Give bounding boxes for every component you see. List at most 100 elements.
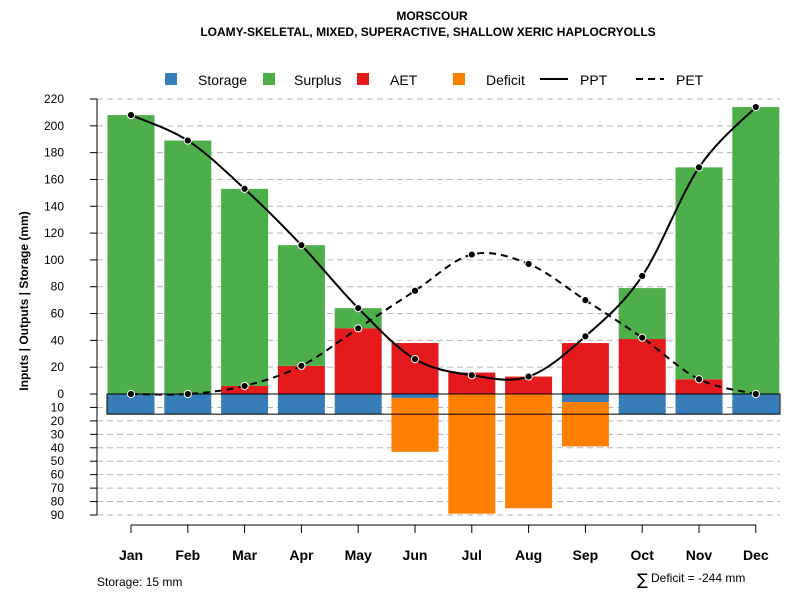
surplus-bar bbox=[618, 288, 666, 340]
y-tick-label: 200 bbox=[44, 119, 64, 133]
ppt-point bbox=[126, 110, 136, 120]
storage-bar bbox=[391, 394, 439, 399]
storage-bar bbox=[164, 394, 212, 415]
x-tick-label: Feb bbox=[175, 547, 200, 563]
legend-label-ppt: PPT bbox=[580, 72, 608, 88]
deficit-bar bbox=[505, 394, 553, 509]
x-tick-label: Sep bbox=[573, 547, 599, 563]
deficit-bar bbox=[448, 394, 496, 514]
y-tick-label: 70 bbox=[51, 481, 65, 495]
pet-point bbox=[126, 389, 136, 399]
storage-note: Storage: 15 mm bbox=[97, 575, 182, 589]
aet-bar bbox=[505, 376, 553, 394]
legend-swatch-surplus bbox=[263, 73, 275, 85]
pet-point bbox=[354, 324, 363, 333]
y-tick-label: 40 bbox=[51, 441, 65, 455]
pet-point bbox=[183, 389, 192, 399]
ppt-point bbox=[524, 372, 533, 381]
y-tick-label: 120 bbox=[44, 226, 64, 240]
aet-bar bbox=[334, 328, 382, 394]
x-tick-label: Apr bbox=[289, 547, 314, 563]
lines bbox=[126, 102, 760, 399]
y-tick-label: 10 bbox=[51, 400, 65, 414]
y-tick-label: 90 bbox=[51, 508, 65, 522]
storage-bar bbox=[334, 394, 382, 415]
pet-point bbox=[410, 286, 420, 295]
pet-point bbox=[297, 361, 306, 370]
pet-point bbox=[240, 381, 249, 391]
storage-bar bbox=[675, 394, 723, 415]
x-tick-label: Oct bbox=[631, 547, 655, 563]
surplus-bar bbox=[732, 107, 780, 394]
y-tick-label: 20 bbox=[51, 414, 65, 428]
y-tick-label: 80 bbox=[51, 495, 65, 509]
aet-bar bbox=[675, 379, 723, 394]
y-tick-label: 220 bbox=[44, 92, 64, 106]
ppt-point bbox=[183, 136, 192, 145]
y-axis-title: Inputs | Outputs | Storage (mm) bbox=[17, 211, 31, 390]
surplus-bar bbox=[221, 188, 269, 386]
pet-point bbox=[751, 389, 760, 399]
aet-bar bbox=[391, 343, 439, 394]
x-tick-label: Jan bbox=[119, 547, 143, 563]
storage-bar bbox=[561, 394, 609, 403]
x-tick-label: Mar bbox=[232, 547, 257, 563]
x-tick-label: Aug bbox=[515, 547, 542, 563]
ppt-point bbox=[297, 241, 306, 250]
storage-capacity-box bbox=[106, 393, 781, 415]
ppt-point bbox=[354, 304, 363, 313]
surplus-bar bbox=[334, 308, 382, 329]
y-tick-label: 0 bbox=[57, 387, 64, 401]
x-tick-label: Jul bbox=[462, 547, 482, 563]
deficit-bar bbox=[561, 402, 609, 447]
surplus-bar bbox=[277, 245, 325, 366]
surplus-bar bbox=[675, 167, 723, 380]
storage-box bbox=[106, 393, 781, 415]
aet-bar bbox=[561, 343, 609, 394]
y-tick-label: 140 bbox=[44, 199, 64, 213]
legend-label-surplus: Surplus bbox=[294, 72, 341, 88]
legend-label-deficit: Deficit bbox=[486, 72, 525, 88]
storage-bar bbox=[107, 394, 155, 415]
pet-point bbox=[467, 250, 476, 259]
storage-bar bbox=[277, 394, 325, 415]
surplus-bar bbox=[107, 115, 155, 394]
ppt-point bbox=[751, 102, 760, 112]
bars bbox=[107, 107, 780, 514]
legend-label-aet: AET bbox=[390, 72, 418, 88]
ppt-point bbox=[467, 371, 476, 380]
surplus-bar bbox=[164, 140, 212, 394]
y-tick-label: 40 bbox=[51, 333, 65, 347]
ppt-point bbox=[240, 184, 249, 193]
storage-bar bbox=[221, 394, 269, 415]
y-tick-label: 180 bbox=[44, 146, 64, 160]
deficit-note: Deficit = -244 mm bbox=[651, 571, 745, 585]
pet-point bbox=[524, 259, 533, 269]
aet-bar bbox=[618, 339, 666, 394]
axes: 0204060801001201401601802002201020304050… bbox=[44, 92, 769, 563]
deficit-bar bbox=[391, 398, 439, 452]
x-tick-label: Dec bbox=[743, 547, 769, 563]
legend-label-storage: Storage bbox=[198, 72, 247, 88]
y-tick-label: 100 bbox=[44, 253, 64, 267]
x-tick-label: May bbox=[345, 547, 372, 563]
y-tick-label: 160 bbox=[44, 172, 64, 186]
pet-point bbox=[638, 333, 647, 342]
ppt-point bbox=[638, 271, 647, 281]
y-tick-label: 60 bbox=[51, 307, 65, 321]
legend-swatch-deficit bbox=[453, 73, 465, 85]
y-tick-label: 50 bbox=[51, 454, 65, 468]
y-tick-label: 80 bbox=[51, 280, 65, 294]
ppt-point bbox=[410, 355, 420, 364]
deficit-sum-icon: ∑ bbox=[637, 570, 648, 589]
y-tick-label: 60 bbox=[51, 468, 65, 482]
chart-subtitle: LOAMY-SKELETAL, MIXED, SUPERACTIVE, SHAL… bbox=[200, 25, 655, 39]
x-tick-label: Nov bbox=[686, 547, 713, 563]
storage-bar bbox=[618, 394, 666, 415]
ppt-point bbox=[694, 163, 704, 172]
pet-point bbox=[694, 375, 704, 384]
legend-swatch-storage bbox=[165, 73, 177, 85]
pet-point bbox=[581, 296, 590, 305]
y-tick-label: 30 bbox=[51, 427, 65, 441]
y-tick-label: 20 bbox=[51, 360, 65, 374]
